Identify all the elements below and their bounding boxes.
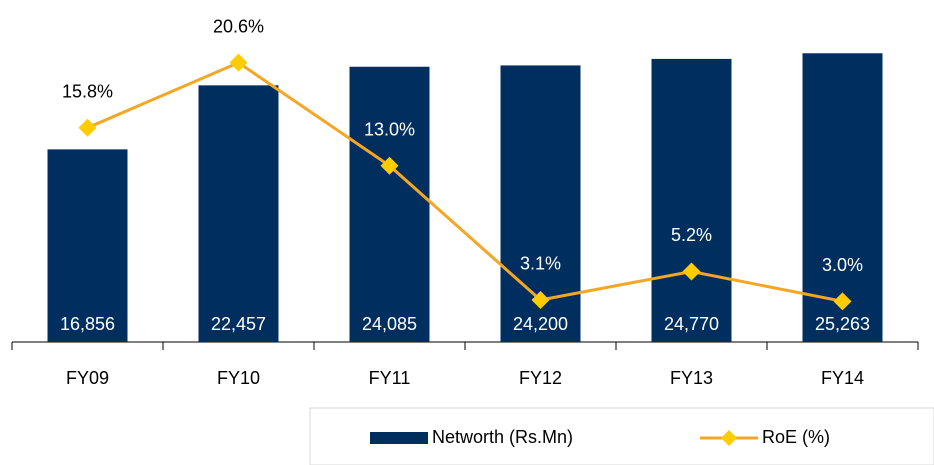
marker xyxy=(380,156,399,175)
legend-label: RoE (%) xyxy=(762,427,830,447)
line-label: 20.6% xyxy=(213,16,264,36)
legend-label: Networth (Rs.Mn) xyxy=(432,427,573,447)
bar-label: 16,856 xyxy=(60,314,115,334)
legend-marker xyxy=(721,430,737,446)
bar xyxy=(651,58,732,343)
bar-label: 22,457 xyxy=(211,314,266,334)
bar-label: 24,085 xyxy=(362,314,417,334)
x-tick-label: FY11 xyxy=(369,368,411,388)
x-tick-label: FY12 xyxy=(519,368,562,388)
line xyxy=(86,60,843,303)
x-tick-label: FY14 xyxy=(821,368,864,388)
line-label: 13.0% xyxy=(364,119,415,139)
marker xyxy=(682,262,701,281)
line-label: 5.2% xyxy=(671,225,712,245)
x-tick-label: FY09 xyxy=(66,368,109,388)
legend-swatch xyxy=(370,432,428,444)
bar-label: 24,770 xyxy=(664,314,719,334)
marker xyxy=(833,292,852,311)
marker xyxy=(78,118,97,137)
marker xyxy=(229,53,248,72)
bar-label: 24,200 xyxy=(513,314,568,334)
bar xyxy=(47,149,128,342)
bar xyxy=(349,66,430,342)
bar-label: 25,263 xyxy=(815,314,870,334)
bar xyxy=(198,85,279,342)
x-tick-label: FY13 xyxy=(670,368,713,388)
line-label: 3.1% xyxy=(520,254,561,274)
marker xyxy=(531,290,550,309)
line-label: 3.0% xyxy=(822,255,863,275)
line-label: 15.8% xyxy=(62,82,113,102)
x-tick-label: FY10 xyxy=(217,368,260,388)
